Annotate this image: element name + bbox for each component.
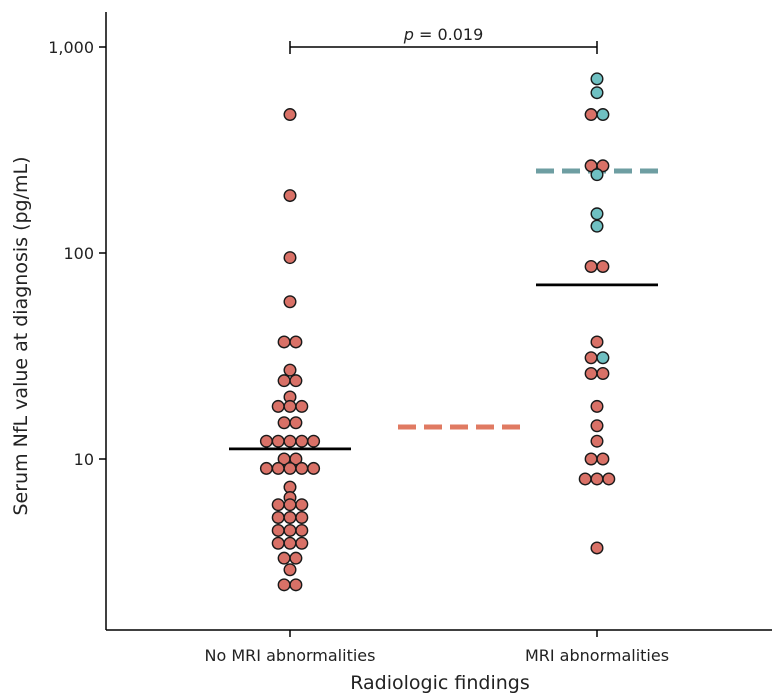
data-point [295,498,309,512]
data-point [283,108,297,122]
data-point [590,434,604,448]
data-point [289,335,303,349]
data-point [271,523,285,537]
data-point [578,472,592,486]
data-point [283,434,297,448]
p-value-label: p = 0.019 [403,25,484,44]
data-point [295,434,309,448]
data-point [596,367,610,381]
significance-annotation: p = 0.019 [289,25,598,54]
x-category-label: MRI abnormalities [525,646,669,665]
axes [105,12,772,637]
data-point [283,498,297,512]
data-point [289,416,303,430]
data-point [295,523,309,537]
y-tick-label: 1,000 [48,38,94,57]
data-point [596,159,610,173]
data-point [590,219,604,233]
data-point [283,251,297,265]
data-point [271,399,285,413]
data-point [283,523,297,537]
x-category-label: No MRI abnormalities [205,646,376,665]
data-point [271,434,285,448]
data-point [277,374,291,388]
data-point [277,578,291,592]
data-point [590,72,604,86]
data-point [602,472,616,486]
data-point [271,461,285,475]
data-point [283,511,297,525]
data-point [277,551,291,565]
y-tick-label: 100 [63,244,94,263]
data-point [584,259,598,273]
data-point [295,511,309,525]
data-point [590,472,604,486]
data-point [271,511,285,525]
data-point [259,434,273,448]
median-lines [229,283,658,451]
data-point [289,452,303,466]
data-point [283,536,297,550]
data-point [295,536,309,550]
data-point [590,541,604,555]
data-point [271,498,285,512]
p-symbol: p [403,25,414,44]
data-point [283,461,297,475]
data-point [596,108,610,122]
data-point [283,189,297,203]
data-point [277,416,291,430]
data-point [283,399,297,413]
p-value-text: = 0.019 [414,25,483,44]
data-point [283,563,297,577]
data-point [289,551,303,565]
data-point [307,434,321,448]
data-point [584,351,598,365]
data-point [283,363,297,377]
data-point [590,207,604,221]
data-point [259,461,273,475]
y-ticks: 10 100 1,000 [48,38,106,469]
data-point [289,578,303,592]
data-point [590,168,604,182]
x-axis-title: Radiologic findings [350,672,529,694]
data-point [307,461,321,475]
data-point [277,335,291,349]
data-point [590,399,604,413]
data-points [259,72,616,592]
data-point [295,461,309,475]
data-point [271,536,285,550]
data-point [596,351,610,365]
data-point [584,108,598,122]
data-point [584,452,598,466]
reference-lines [398,168,658,430]
data-point [596,259,610,273]
data-point [295,399,309,413]
data-point [283,295,297,309]
y-tick-label: 10 [74,450,94,469]
data-point [590,419,604,433]
y-axis-title: Serum NfL value at diagnosis (pg/mL) [10,156,32,515]
data-point [289,374,303,388]
data-point [584,367,598,381]
data-point [590,335,604,349]
data-point [590,86,604,100]
data-point [596,452,610,466]
